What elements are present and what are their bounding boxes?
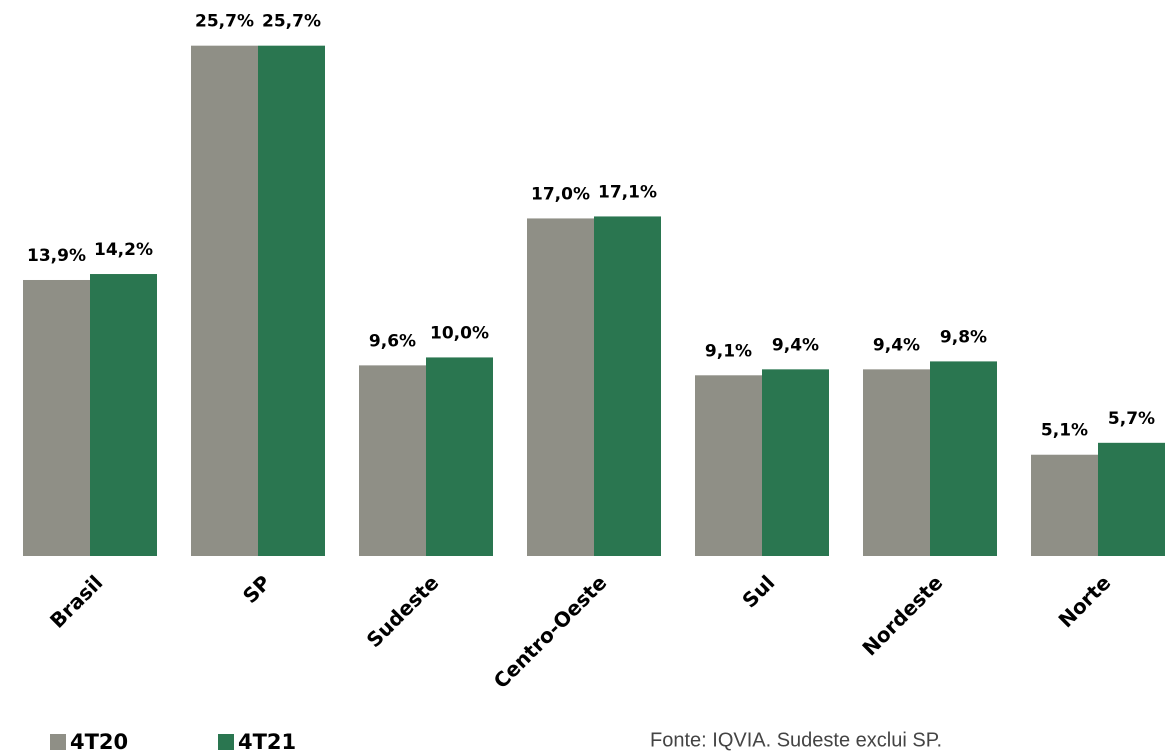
value-label: 25,7% xyxy=(195,12,254,32)
bar xyxy=(90,274,157,556)
source-note: Fonte: IQVIA. Sudeste exclui SP. xyxy=(650,729,942,751)
bar xyxy=(258,45,325,557)
x-tick-label: Norte xyxy=(1054,570,1116,632)
x-tick-label: Sul xyxy=(737,570,779,612)
bar xyxy=(191,45,258,557)
bar xyxy=(359,365,426,556)
x-tick-label: Sudeste xyxy=(362,570,444,652)
value-label: 5,7% xyxy=(1108,409,1155,429)
bar xyxy=(1031,454,1098,556)
x-tick-label: Nordeste xyxy=(857,570,947,660)
x-tick-label: SP xyxy=(238,570,276,608)
legend-swatch xyxy=(50,734,66,750)
value-label: 17,1% xyxy=(598,182,657,202)
x-tick-label: Centro-Oeste xyxy=(489,570,612,693)
bar xyxy=(762,369,829,556)
value-label: 9,1% xyxy=(705,341,752,361)
value-label: 9,4% xyxy=(873,335,920,355)
value-label: 9,6% xyxy=(369,331,416,351)
value-label: 25,7% xyxy=(262,12,321,32)
value-label: 9,4% xyxy=(772,335,819,355)
bar xyxy=(1098,442,1165,556)
bar xyxy=(594,216,661,556)
bar xyxy=(863,369,930,556)
legend-swatch xyxy=(218,734,234,750)
value-label: 13,9% xyxy=(27,246,86,266)
x-tick-label: Brasil xyxy=(45,570,107,632)
value-label: 5,1% xyxy=(1041,421,1088,441)
bar xyxy=(426,357,493,556)
value-label: 14,2% xyxy=(94,240,153,260)
legend-label: 4T20 xyxy=(70,730,128,754)
bar xyxy=(695,375,762,556)
legend-label: 4T21 xyxy=(238,730,296,754)
bar xyxy=(930,361,997,556)
value-label: 10,0% xyxy=(430,323,489,343)
value-label: 9,8% xyxy=(940,327,987,347)
value-label: 17,0% xyxy=(531,184,590,204)
bar xyxy=(23,279,90,556)
bar xyxy=(527,218,594,556)
